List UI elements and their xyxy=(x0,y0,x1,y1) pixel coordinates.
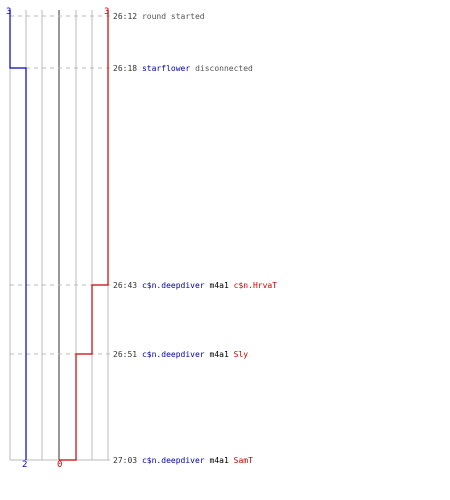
event-log: 26:12 round started 26:18 starflower disconn… xyxy=(113,12,277,465)
event-text: Sly xyxy=(234,350,249,359)
bottom-count-red: 0 xyxy=(57,460,62,470)
event-row: 26:12 round started xyxy=(113,12,205,21)
event-text: SamT xyxy=(234,456,253,465)
event-text: round started xyxy=(142,12,205,21)
top-count-blue: 3 xyxy=(6,7,11,17)
event-text: c$n.deepdiver xyxy=(142,456,205,465)
event-time: 27:03 xyxy=(113,456,137,465)
event-text: starflower xyxy=(142,64,190,73)
player-grid xyxy=(9,10,109,461)
event-text: c$n.deepdiver xyxy=(142,350,205,359)
event-row: 27:03 c$n.deepdiver m4a1 SamT xyxy=(113,456,253,465)
event-dash-lines xyxy=(10,15,110,461)
event-text: m4a1 xyxy=(210,281,229,290)
event-text: m4a1 xyxy=(210,456,229,465)
event-text: c$n.deepdiver xyxy=(142,281,205,290)
event-row: 26:43 c$n.deepdiver m4a1 c$n.HrvaT xyxy=(113,281,277,290)
team-step-lines xyxy=(9,10,109,461)
team-red-line xyxy=(59,10,109,461)
team-blue-line xyxy=(9,10,27,460)
top-count-red: 3 xyxy=(104,7,109,17)
bottom-count-blue: 2 xyxy=(22,460,27,470)
event-text: c$n.HrvaT xyxy=(234,281,278,290)
event-time: 26:43 xyxy=(113,281,137,290)
event-text: disconnected xyxy=(195,64,253,73)
event-time: 26:12 xyxy=(113,12,137,21)
team-count-labels: 3 3 2 0 xyxy=(6,7,109,470)
event-row: 26:51 c$n.deepdiver m4a1 Sly xyxy=(113,350,248,359)
event-time: 26:18 xyxy=(113,64,137,73)
event-time: 26:51 xyxy=(113,350,137,359)
event-row: 26:18 starflower disconnected xyxy=(113,64,253,73)
event-text: m4a1 xyxy=(210,350,229,359)
